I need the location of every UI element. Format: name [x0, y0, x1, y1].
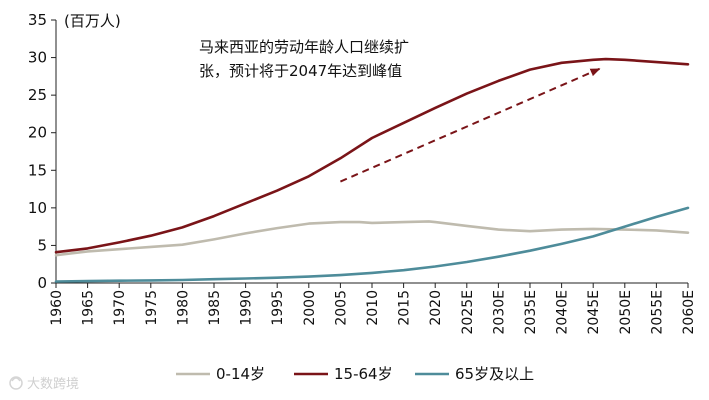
x-tick-label: 1990	[239, 290, 255, 326]
x-tick-label: 2035E	[523, 290, 539, 334]
x-tick-label: 2060E	[681, 290, 697, 334]
legend-label-2: 65岁及以上	[455, 365, 534, 383]
x-axis: 1960 1965 1970 1975 1980 1985 1990 1995 2000 2005…	[49, 282, 697, 334]
y-tick-label: 5	[37, 236, 47, 254]
x-tick-label: 2025E	[460, 290, 476, 334]
y-tick-label: 0	[37, 274, 47, 292]
annotation-line-1: 马来西亚的劳动年龄人口继续扩	[199, 38, 409, 56]
x-tick-label: 2050E	[618, 290, 634, 334]
x-tick-label: 1970	[112, 290, 128, 326]
y-tick-label: 30	[28, 49, 47, 67]
legend-label-1: 15-64岁	[334, 365, 393, 383]
x-tick-label: 1960	[49, 290, 65, 326]
series-line-1	[54, 57, 690, 254]
x-tick-label: 1985	[207, 290, 223, 326]
x-tick-label: 2010	[365, 290, 381, 326]
x-tick-label: 2030E	[491, 290, 507, 334]
y-tick-label: 20	[28, 124, 47, 142]
series-line-2	[54, 206, 690, 283]
watermark-text: 大数跨境	[27, 377, 79, 392]
x-tick-label: 2005	[333, 290, 349, 326]
y-tick-label: 25	[28, 86, 47, 104]
y-tick-label: 35	[28, 11, 47, 29]
series-layer	[54, 57, 690, 283]
legend: 0-14岁 15-64岁 65岁及以上	[176, 365, 534, 383]
unit-label: (百万人)	[64, 12, 121, 30]
x-tick-label: 1965	[81, 290, 97, 326]
watermark-logo-icon	[9, 376, 23, 390]
legend-label-0: 0-14岁	[216, 365, 265, 383]
y-tick-label: 15	[28, 161, 47, 179]
x-tick-label: 2045E	[586, 290, 602, 334]
x-tick-label: 1975	[144, 290, 160, 326]
x-tick-label: 2020	[428, 290, 444, 326]
x-tick-label: 1995	[270, 290, 286, 326]
x-tick-label: 1980	[175, 290, 191, 326]
series-line-0	[54, 220, 690, 257]
y-axis: 0 5 10 15 20 25 30 35	[28, 11, 57, 292]
y-tick-label: 10	[28, 199, 47, 217]
annotation-line-2: 张，预计将于2047年达到峰值	[199, 62, 402, 80]
x-tick-label: 2040E	[555, 290, 571, 334]
trend-arrow	[340, 67, 601, 183]
x-tick-label: 2015	[397, 290, 413, 326]
x-tick-label: 2000	[302, 290, 318, 326]
x-tick-label: 2055E	[649, 290, 665, 334]
watermark: 大数跨境	[9, 376, 79, 392]
